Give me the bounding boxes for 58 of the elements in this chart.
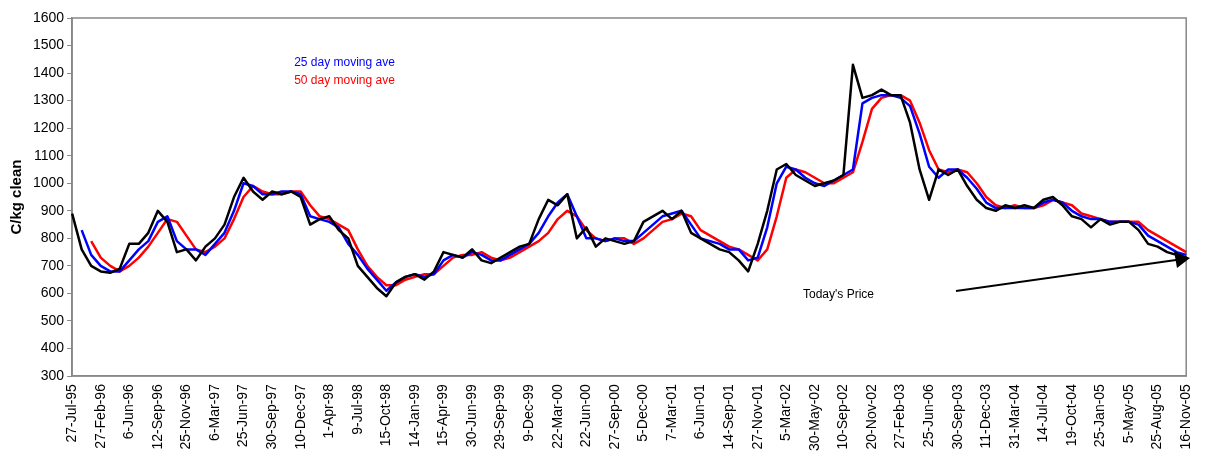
x-tick-label: 22-Jun-00 xyxy=(577,383,594,448)
y-tick-label: 1100 xyxy=(34,146,65,163)
y-tick-label: 1200 xyxy=(32,119,65,136)
x-tick-label: 27-Nov-01 xyxy=(748,383,765,450)
y-tick-label: 1600 xyxy=(32,8,65,25)
x-tick-label: 25-Jan-05 xyxy=(1091,383,1108,448)
y-tick-label: 1000 xyxy=(32,174,65,191)
x-tick-label: 30-May-02 xyxy=(805,383,822,451)
x-tick-label: 9-Dec-99 xyxy=(520,383,537,442)
annotation: Today's Price xyxy=(803,287,874,301)
x-tick-label: 12-Sep-96 xyxy=(148,383,165,450)
x-tick-label: 7-Mar-01 xyxy=(662,383,679,441)
x-tick-label: 20-Nov-02 xyxy=(862,383,879,450)
x-tick-label: 15-Apr-99 xyxy=(434,383,451,447)
x-tick-label: 25-Jun-97 xyxy=(234,383,251,448)
x-tick-label: 30-Jun-99 xyxy=(462,383,479,448)
x-tick-label: 5-Mar-02 xyxy=(777,383,794,441)
x-tick-label: 5-May-05 xyxy=(1119,383,1136,444)
x-tick-label: 15-Oct-98 xyxy=(377,383,394,447)
x-tick-label: 27-Feb-96 xyxy=(91,383,108,449)
y-tick-label: 900 xyxy=(40,201,65,218)
x-tick-label: 27-Jul-95 xyxy=(63,383,79,443)
x-tick-label: 27-Feb-03 xyxy=(891,383,908,449)
x-tick-label: 1-Apr-98 xyxy=(320,383,337,439)
x-tick-label: 10-Sep-02 xyxy=(834,383,851,450)
y-tick-label: 1400 xyxy=(32,63,65,80)
x-tick-label: 29-Sep-99 xyxy=(491,383,508,450)
x-tick-label: 19-Oct-04 xyxy=(1062,383,1079,447)
x-tick-label: 16-Nov-05 xyxy=(1177,383,1194,450)
y-tick-label: 1500 xyxy=(32,36,65,53)
y-tick-label: 1300 xyxy=(32,91,65,108)
x-tick-label: 11-Dec-03 xyxy=(977,383,994,449)
x-tick-label: 9-Jul-98 xyxy=(348,383,365,435)
y-tick-label: 300 xyxy=(40,366,65,383)
x-tick-label: 22-Mar-00 xyxy=(548,383,565,449)
text: 25 day moving ave xyxy=(294,55,396,70)
x-tick-label: 25-Nov-96 xyxy=(177,383,194,450)
y-axis-title: C/kg clean xyxy=(7,159,25,235)
y-tick-label: 700 xyxy=(40,256,65,273)
x-tick-label: 10-Dec-97 xyxy=(291,383,308,450)
y-tick-label: 800 xyxy=(40,229,65,246)
x-tick-label: 6-Jun-01 xyxy=(691,383,708,440)
x-tick-label: 14-Sep-01 xyxy=(720,383,737,450)
text: 50 day moving ave xyxy=(294,73,396,88)
x-tick-label: 30-Sep-03 xyxy=(948,383,965,450)
x-tick-label: 5-Dec-00 xyxy=(634,383,651,442)
y-tick-label: 600 xyxy=(40,284,65,301)
x-tick-label: 14-Jul-04 xyxy=(1034,383,1051,443)
x-tick-label: 27-Sep-00 xyxy=(605,383,622,450)
x-tick-label: 6-Jun-96 xyxy=(120,383,137,440)
x-tick-label: 25-Jun-06 xyxy=(919,383,936,448)
y-tick-label: 500 xyxy=(40,311,65,328)
x-tick-label: 14-Jan-99 xyxy=(405,383,422,448)
y-tick-label: 400 xyxy=(40,339,65,356)
x-tick-label: 30-Sep-97 xyxy=(262,383,279,450)
x-tick-label: 25-Aug-05 xyxy=(1148,383,1165,450)
x-tick-label: 6-Mar-97 xyxy=(205,383,222,441)
x-tick-label: 31-Mar-04 xyxy=(1005,383,1022,449)
